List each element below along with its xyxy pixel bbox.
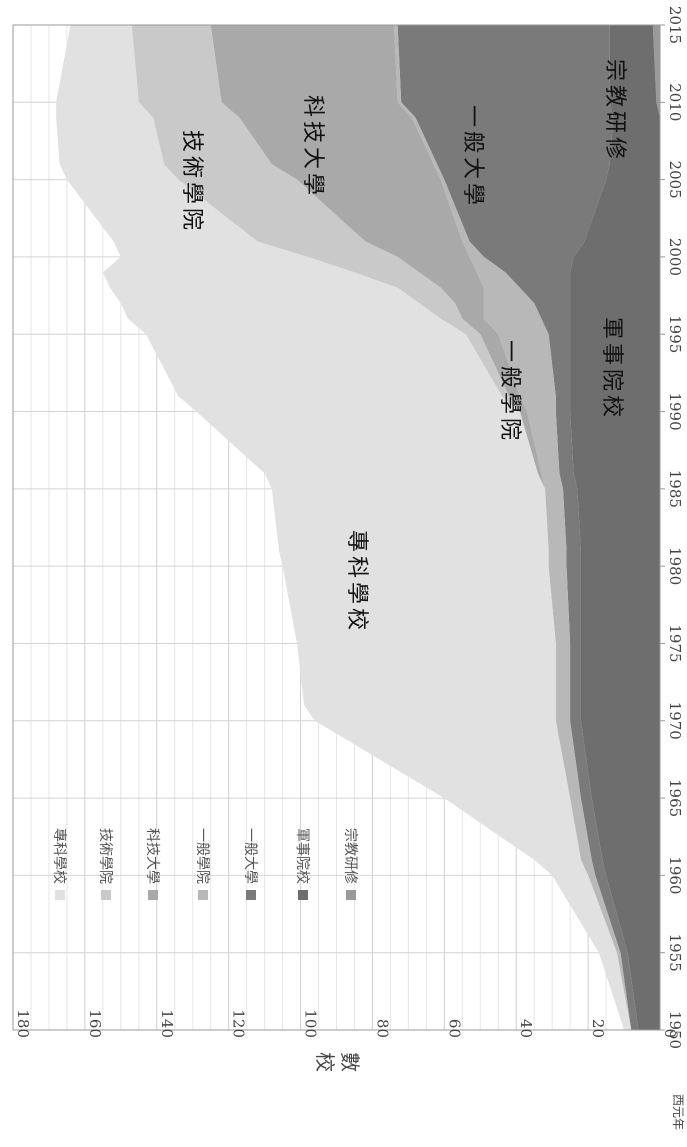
- y-tick-label: 40: [517, 1019, 535, 1038]
- series-areas: [56, 25, 660, 1030]
- y-axis-label-part1: 校: [313, 1052, 337, 1072]
- y-tick-label: 140: [158, 1009, 176, 1038]
- x-tick-label: 1990: [666, 392, 684, 430]
- plot-frame: [12, 24, 661, 1031]
- x-tick-label: 1965: [666, 779, 684, 817]
- y-axis-ticks: 0 20 40 60 80 100 120 140 160 180: [14, 1009, 679, 1038]
- area-軍事院校: [570, 25, 660, 1030]
- series-label: 科技大學: [300, 95, 325, 199]
- y-axis-label-part2: 數: [338, 1052, 362, 1072]
- area-技術學院: [131, 25, 632, 1030]
- legend-swatch: [246, 890, 256, 900]
- legend-label: 宗教研修: [342, 828, 358, 884]
- x-tick-label: 2005: [666, 161, 684, 199]
- x-tick-label: 1995: [666, 315, 684, 353]
- y-tick-label: 160: [86, 1009, 104, 1038]
- legend-swatch: [198, 890, 208, 900]
- legend-label: 軍事院校: [294, 828, 311, 884]
- series-label: 軍事院校: [599, 317, 624, 421]
- legend-label: 科技大學: [144, 828, 160, 884]
- x-tick-label: 2010: [666, 83, 684, 121]
- series-label: 一般學院: [497, 340, 522, 444]
- y-tick-label: 20: [589, 1019, 607, 1038]
- y-tick-label: 80: [373, 1019, 391, 1038]
- y-tick-label: 0: [661, 1028, 679, 1038]
- area-一般學院: [394, 25, 632, 1030]
- x-axis-unit-label: 西元年: [671, 1094, 685, 1130]
- legend-label: 專科學校: [51, 828, 68, 884]
- y-tick-label: 180: [14, 1009, 32, 1038]
- series-label: 宗教研修: [602, 59, 627, 163]
- legend-label: 一般大學: [242, 828, 258, 884]
- y-tick-label: 120: [230, 1009, 248, 1038]
- legend: 專科學校 技術學院 科技大學 一般學院 一般大學 軍事院校 宗教研修: [51, 828, 358, 900]
- legend-swatch: [346, 890, 356, 900]
- x-tick-label: 1960: [666, 856, 684, 894]
- x-axis-ticks: 1950 1955 1960 1965 1970 1975 1980 1985 1990 1995…: [660, 6, 684, 1049]
- x-tick-label: 1970: [666, 702, 684, 740]
- y-axis-label: 校 數: [313, 1052, 362, 1072]
- series-label: 一般大學: [460, 105, 485, 209]
- x-tick-label: 1980: [666, 547, 684, 585]
- x-tick-label: 2000: [666, 238, 684, 276]
- area-專科學校: [56, 25, 632, 1030]
- plot-border: [12, 24, 661, 1031]
- legend-label: 技術學院: [97, 828, 113, 884]
- area-科技大學: [210, 25, 632, 1030]
- legend-swatch: [148, 890, 158, 900]
- x-tick-label: 1950: [666, 1011, 684, 1049]
- x-tick-label: 1975: [666, 624, 684, 662]
- x-tick-label: 1985: [666, 470, 684, 508]
- x-tick-label: 2015: [666, 6, 684, 44]
- y-tick-label: 60: [445, 1019, 463, 1038]
- y-tick-label: 100: [302, 1009, 320, 1038]
- legend-swatch: [101, 890, 111, 900]
- legend-swatch: [55, 890, 65, 900]
- legend-swatch: [298, 890, 308, 900]
- legend-label: 一般學院: [194, 828, 210, 884]
- area-一般大學: [397, 25, 639, 1030]
- series-label: 技術學院: [179, 130, 204, 234]
- series-label: 專科學校: [344, 530, 369, 634]
- x-tick-label: 1955: [666, 934, 684, 972]
